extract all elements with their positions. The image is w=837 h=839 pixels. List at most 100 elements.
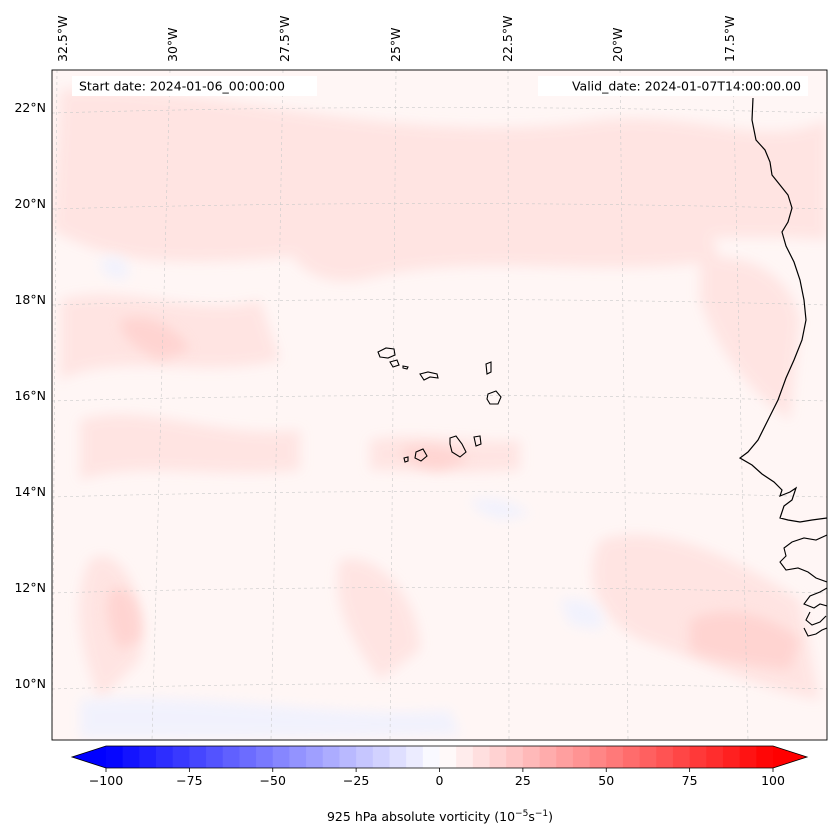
lat-label-20n: 20°N (14, 196, 46, 211)
lon-label-22-5w: 22.5°W (500, 16, 515, 62)
colorbar-cell (639, 746, 657, 768)
lat-label-12n: 12°N (14, 580, 46, 595)
colorbar-cell (456, 746, 474, 768)
colorbar-cell (139, 746, 157, 768)
island-brava (403, 456, 409, 463)
island-fogo (414, 448, 428, 462)
colorbar-cell (556, 746, 574, 768)
colorbar-cell (122, 746, 140, 768)
colorbar-label: 925 hPa absolute vorticity (10−5s−1) (327, 809, 553, 824)
parallel-10n (52, 683, 827, 690)
colorbar-cell (606, 746, 624, 768)
colorbar-cell (239, 746, 257, 768)
meridian-25w (389, 70, 397, 740)
colorbar-cell (389, 746, 407, 768)
colorbar-cells (106, 746, 774, 768)
colorbar-tick-label: −25 (343, 773, 369, 788)
colorbar-ticks: −100 −75 −50 −25 0 25 50 75 100 (89, 768, 785, 788)
parallel-16n (52, 395, 827, 402)
meridian-17-5w (732, 70, 749, 740)
colorbar-label-exp2: −1 (535, 809, 548, 819)
colorbar-cell (172, 746, 190, 768)
lon-label-30w: 30°W (165, 27, 180, 62)
colorbar-cell (672, 746, 691, 768)
map-frame (51, 69, 828, 741)
island-sao-nicolau (419, 371, 439, 381)
longitude-labels: 32.5°W 30°W 27.5°W 25°W 22.5°W 20°W 17.5… (55, 16, 737, 62)
colorbar-cell (539, 746, 557, 768)
colorbar-tick-label: 50 (598, 773, 614, 788)
colorbar-cell (372, 746, 390, 768)
colorbar-cell (706, 746, 724, 768)
colorbar-cell (439, 746, 457, 768)
colorbar-cell (206, 746, 224, 768)
colorbar-cell (472, 746, 490, 768)
lat-label-16n: 16°N (14, 388, 46, 403)
colorbar-label-end: ) (548, 809, 553, 824)
start-date-label: Start date: 2024-01-06_00:00:00 (79, 79, 285, 94)
colorbar-tick-label: 0 (436, 773, 444, 788)
colorbar-cell (422, 746, 440, 768)
colorbar-cell (356, 746, 374, 768)
colorbar-cell (406, 746, 424, 768)
parallel-18n (52, 299, 827, 306)
colorbar-cell (256, 746, 274, 768)
valid-date-label: Valid_date: 2024-01-07T14:00:00.00 (572, 79, 801, 94)
colorbar-cell (489, 746, 507, 768)
island-santa-luzia (402, 365, 409, 370)
colorbar-label-mid: s (528, 809, 535, 824)
island-sal (485, 361, 492, 375)
vorticity-field (52, 70, 827, 740)
lat-label-18n: 18°N (14, 292, 46, 307)
colorbar-cell (506, 746, 524, 768)
colorbar-cell (756, 746, 774, 768)
colorbar-cell (189, 746, 207, 768)
parallel-20n (52, 203, 827, 210)
colorbar-cell (589, 746, 607, 768)
lat-label-10n: 10°N (14, 676, 46, 691)
cape-verde-islands (377, 347, 502, 463)
meridian-22-5w (507, 70, 510, 740)
lon-label-25w: 25°W (388, 27, 403, 62)
island-santo-antao (377, 347, 396, 359)
lon-label-32-5w: 32.5°W (55, 16, 70, 62)
colorbar-tick-label: −75 (176, 773, 202, 788)
colorbar-high-extension (773, 746, 807, 768)
colorbar-cell (622, 746, 640, 768)
lon-label-17-5w: 17.5°W (722, 16, 737, 62)
meridian-30w (151, 70, 171, 740)
colorbar-cell (222, 746, 240, 768)
colorbar-tick-label: 100 (761, 773, 785, 788)
colorbar-cell (656, 746, 674, 768)
colorbar-cell (289, 746, 307, 768)
colorbar-cell (722, 746, 741, 768)
map-panel: Start date: 2024-01-06_00:00:00 Valid_da… (51, 69, 828, 741)
colorbar-cell (106, 746, 124, 768)
colorbar-cell (156, 746, 174, 768)
colorbar: −100 −75 −50 −25 0 25 50 75 100 925 hPa absolute… (70, 745, 809, 824)
colorbar-cell (306, 746, 324, 768)
lat-label-22n: 22°N (14, 100, 46, 115)
lon-label-20w: 20°W (610, 27, 625, 62)
meridian-27-5w (270, 70, 284, 740)
parallel-14n (52, 491, 827, 498)
valid-date-box (538, 76, 808, 96)
graticule (52, 70, 827, 740)
colorbar-cell (572, 746, 590, 768)
colorbar-tick-label: 75 (682, 773, 698, 788)
colorbar-cell (522, 746, 540, 768)
lat-label-14n: 14°N (14, 484, 46, 499)
africa-coastline-south (779, 534, 827, 637)
meridian-20w (619, 70, 629, 740)
colorbar-label-exp1: −5 (515, 809, 528, 819)
colorbar-tick-label: −50 (260, 773, 286, 788)
lon-label-27-5w: 27.5°W (277, 16, 292, 62)
island-maio (473, 435, 482, 447)
colorbar-cell (322, 746, 340, 768)
start-date-box (72, 76, 317, 96)
colorbar-cell (739, 746, 757, 768)
colorbar-cell (272, 746, 290, 768)
parallel-12n (52, 587, 827, 594)
island-santiago (449, 435, 467, 458)
